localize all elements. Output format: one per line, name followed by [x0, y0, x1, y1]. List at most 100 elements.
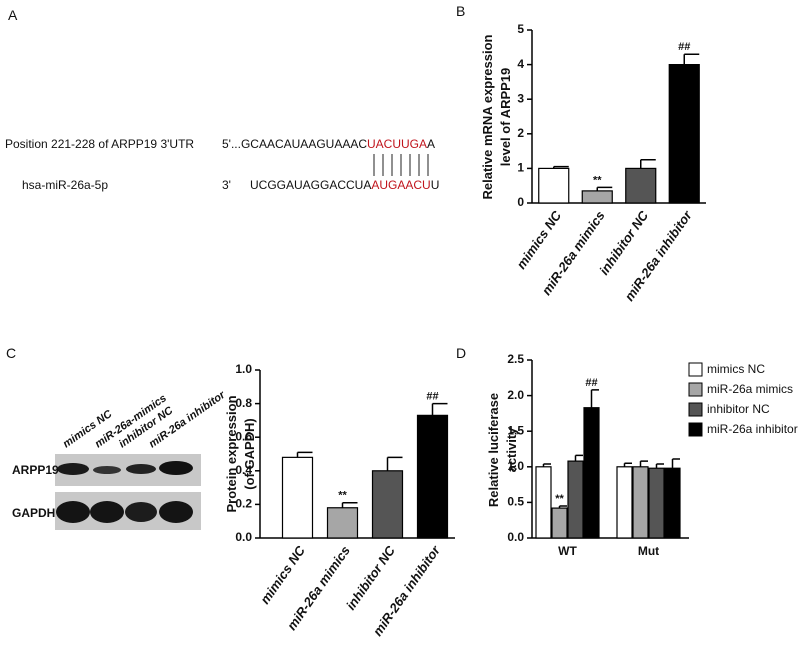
panel-label: B	[456, 3, 465, 19]
error-bar	[341, 501, 358, 508]
seed: AUGAACU	[371, 178, 430, 192]
seq-part: A	[427, 137, 435, 151]
error-bar	[640, 159, 656, 169]
y-tick-label: 1.0	[235, 362, 252, 376]
y-tick-label: 0.5	[507, 495, 524, 509]
x-tick-label: WT	[558, 544, 577, 558]
significance: **	[555, 493, 564, 505]
mirna-label: hsa-miR-26a-5p	[22, 178, 108, 192]
bar	[664, 467, 681, 539]
bar	[371, 470, 404, 539]
y-axis-label: Relative mRNA expression	[480, 34, 495, 199]
significance: **	[593, 174, 602, 186]
error-bar	[296, 451, 313, 458]
bar	[625, 167, 657, 204]
western-blot: ARPP19 GAPDH mimics NC miR-26a-mimics in…	[12, 389, 228, 530]
bar	[668, 63, 700, 204]
target-sequence: 5'...GCAACAUAAGUAAACUACUUGAA	[222, 137, 435, 151]
legend-swatch	[688, 402, 703, 417]
significance: ##	[426, 391, 438, 403]
legend-label: mimics NC	[707, 362, 765, 376]
band	[90, 501, 124, 523]
error-bar	[574, 454, 583, 462]
bar	[538, 167, 570, 204]
panel-label: A	[8, 7, 18, 23]
bar	[583, 407, 600, 539]
legend-swatch	[688, 382, 703, 397]
band	[159, 501, 193, 523]
band	[159, 461, 193, 475]
legend-swatch	[688, 362, 703, 377]
significance: ##	[678, 41, 690, 53]
bar	[281, 456, 314, 539]
x-tick-label: Mut	[638, 544, 659, 558]
error-bar	[671, 458, 680, 469]
error-bar	[542, 463, 551, 467]
y-tick-label: 0	[517, 195, 524, 209]
legend-label: miR-26a inhibitor	[707, 422, 798, 436]
significance: **	[338, 490, 347, 502]
significance: ##	[585, 377, 597, 389]
seed: UACUUGA	[367, 137, 427, 151]
panel-label: C	[6, 345, 16, 361]
bar	[567, 460, 584, 539]
y-tick-label: 1	[517, 161, 524, 175]
y-tick-label: 1.5	[507, 423, 524, 437]
bar	[326, 507, 359, 539]
band	[93, 466, 121, 474]
error-bar	[431, 402, 448, 416]
y-tick-label: 0.0	[507, 530, 524, 544]
error-bar	[590, 389, 599, 408]
mirna-end: 3'	[222, 178, 231, 192]
seq-part: UCGGAUAGGACCUA	[250, 178, 371, 192]
y-tick-label: 0.8	[235, 396, 252, 410]
blot-row-label: GAPDH	[12, 506, 55, 520]
x-tick-label: mimics NC	[257, 543, 308, 607]
error-bar	[596, 186, 613, 191]
bar	[581, 190, 613, 204]
error-bar	[683, 53, 700, 65]
band	[125, 502, 157, 522]
target-label: Position 221-228 of ARPP19 3'UTR	[5, 137, 194, 151]
y-axis-label: Protein expression	[224, 395, 239, 512]
y-tick-label: 4	[517, 57, 524, 71]
seq-part: U	[431, 178, 440, 192]
bar	[616, 466, 633, 539]
y-axis-label: Relative luciferase	[486, 393, 501, 507]
error-bar	[558, 505, 567, 509]
y-tick-label: 2.5	[507, 352, 524, 366]
y-tick-label: 0.4	[235, 463, 252, 477]
error-bar	[623, 462, 632, 467]
y-tick-label: 0.6	[235, 429, 252, 443]
band	[56, 501, 90, 523]
y-axis-label: level of ARPP19	[498, 68, 513, 167]
legend-label: miR-26a mimics	[707, 382, 793, 396]
error-bar	[639, 460, 648, 467]
legend-label: inhibitor NC	[707, 402, 770, 416]
error-bar	[553, 165, 569, 169]
error-bar	[655, 463, 664, 469]
legend-swatch	[688, 422, 703, 437]
band	[126, 464, 156, 474]
y-tick-label: 1.0	[507, 459, 524, 473]
y-tick-label: 2	[517, 126, 524, 140]
error-bar	[386, 456, 403, 471]
y-axis-label: (of GAPDH)	[242, 418, 257, 490]
bar	[535, 466, 552, 539]
y-tick-label: 3	[517, 91, 524, 105]
mirna-sequence: UCGGAUAGGACCUAAUGAACUU	[250, 178, 439, 192]
blot-row-label: ARPP19	[12, 463, 59, 477]
y-axis-label: activity	[504, 427, 519, 473]
band	[57, 463, 89, 475]
bar	[648, 467, 665, 539]
pairing-lines	[373, 154, 429, 176]
y-tick-label: 0.0	[235, 530, 252, 544]
y-tick-label: 2.0	[507, 388, 524, 402]
y-tick-label: 5	[517, 22, 524, 36]
panel-label: D	[456, 345, 466, 361]
bar	[551, 507, 568, 539]
bar	[416, 414, 449, 539]
y-tick-label: 0.2	[235, 497, 252, 511]
bar	[632, 466, 649, 539]
